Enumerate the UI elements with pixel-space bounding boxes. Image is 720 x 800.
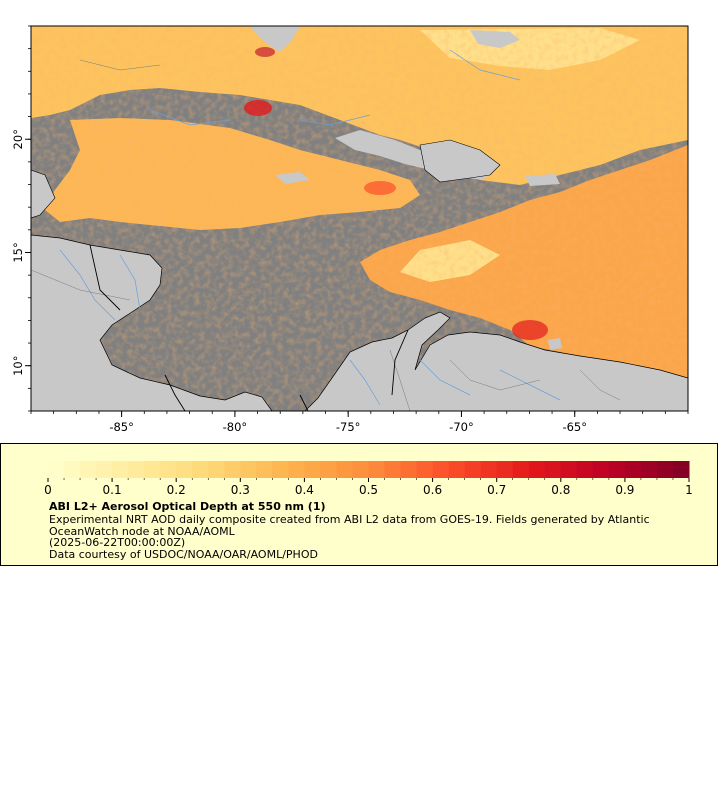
colorbar-cell xyxy=(448,461,466,478)
colorbar-cell xyxy=(640,461,658,478)
land-central-america xyxy=(31,234,273,411)
colorbar-tick-label: 0.4 xyxy=(295,483,314,497)
colorbar-cell xyxy=(320,461,337,478)
land-hispaniola xyxy=(419,139,501,183)
aod-hotspot-4 xyxy=(255,47,275,57)
colorbar-cell xyxy=(512,461,530,478)
colorbar-cell xyxy=(288,461,305,478)
colorbar-ticks: 0 0.1 0.2 0.3 0.4 0.5 0.6 0.7 0.8 0.9 1 xyxy=(44,478,693,497)
aod-map: -85° -80° -75° -70° -65° 10° 15° 20° xyxy=(11,25,689,434)
colorbar-cell xyxy=(544,461,562,478)
colorbar-tick-label: 0.5 xyxy=(359,483,378,497)
colorbar-cell xyxy=(272,461,289,478)
colorbar-cell xyxy=(224,461,241,478)
land-puerto-rico xyxy=(525,174,560,186)
colorbar-tick-label: 0.3 xyxy=(231,483,250,497)
land-yucatan xyxy=(31,169,56,219)
lon-tick-label: -85° xyxy=(109,420,134,434)
legend-time: (2025-06-22T00:00:00Z) xyxy=(49,536,186,549)
colorbar: 0 0.1 0.2 0.3 0.4 0.5 0.6 0.7 0.8 0.9 1 xyxy=(44,461,693,497)
lat-tick-label: 20° xyxy=(11,129,25,149)
colorbar-tick-label: 0.2 xyxy=(167,483,186,497)
lat-tick-label: 15° xyxy=(11,242,25,262)
map-axes: -85° -80° -75° -70° -65° 10° 15° 20° xyxy=(11,25,689,434)
colorbar-cell xyxy=(672,461,690,478)
national-borders xyxy=(89,244,409,411)
aod-hotspot-1 xyxy=(244,100,272,116)
aod-hotspot-3 xyxy=(364,181,396,195)
colorbar-cell xyxy=(240,461,257,478)
colorbar-cell xyxy=(96,461,113,478)
lon-tick-label: -65° xyxy=(562,420,587,434)
colorbar-cell xyxy=(192,461,209,478)
legend-title: ABI L2+ Aerosol Optical Depth at 550 nm … xyxy=(49,500,326,513)
colorbar-cell xyxy=(336,461,353,478)
colorbar-tick-label: 0.8 xyxy=(551,483,570,497)
colorbar-cells xyxy=(48,461,690,478)
colorbar-cell xyxy=(576,461,594,478)
land-trinidad xyxy=(548,338,562,350)
legend-panel: 0 0.1 0.2 0.3 0.4 0.5 0.6 0.7 0.8 0.9 1 ABI L2+ Ae… xyxy=(0,443,718,566)
lon-tick-label: -70° xyxy=(449,420,474,434)
aod-texture xyxy=(31,26,688,411)
land-jamaica xyxy=(275,172,310,184)
rivers xyxy=(59,49,561,406)
colorbar-tick-label: 0.6 xyxy=(423,483,442,497)
legend-description: Experimental NRT AOD daily composite cre… xyxy=(49,513,650,538)
colorbar-tick-label: 1 xyxy=(685,483,693,497)
land-florida xyxy=(250,26,300,52)
colorbar-tick-label: 0.9 xyxy=(615,483,634,497)
land-south-america xyxy=(304,311,688,411)
colorbar-tick-label: 0.1 xyxy=(103,483,122,497)
lat-tick-label: 10° xyxy=(11,356,25,376)
admin-boundaries xyxy=(31,59,621,411)
colorbar-cell xyxy=(64,461,81,478)
colorbar-tick-label: 0 xyxy=(44,483,52,497)
lon-tick-label: -80° xyxy=(223,420,248,434)
colorbar-cell xyxy=(432,461,450,478)
lon-tick-label: -75° xyxy=(336,420,361,434)
colorbar-cell xyxy=(48,461,65,478)
colorbar-cell xyxy=(608,461,626,478)
colorbar-cell xyxy=(384,461,402,478)
colorbar-cell xyxy=(304,461,321,478)
colorbar-cell xyxy=(592,461,610,478)
colorbar-cell xyxy=(560,461,578,478)
colorbar-cell xyxy=(624,461,642,478)
colorbar-tick-label: 0.7 xyxy=(487,483,506,497)
colorbar-cell xyxy=(128,461,145,478)
colorbar-cell xyxy=(80,461,97,478)
colorbar-cell xyxy=(160,461,177,478)
map-frame xyxy=(30,25,689,412)
colorbar-cell xyxy=(144,461,161,478)
colorbar-cell xyxy=(208,461,225,478)
colorbar-cell xyxy=(656,461,674,478)
map-area: -85° -80° -75° -70° -65° 10° 15° 20° xyxy=(11,25,689,434)
colorbar-cell xyxy=(352,461,369,478)
colorbar-cell xyxy=(368,461,386,478)
colorbar-cell xyxy=(496,461,514,478)
colorbar-cell xyxy=(176,461,193,478)
colorbar-cell xyxy=(480,461,498,478)
colorbar-cell xyxy=(416,461,434,478)
colorbar-cell xyxy=(256,461,273,478)
colorbar-cell xyxy=(112,461,129,478)
aod-hotspot-2 xyxy=(512,320,548,340)
colorbar-cell xyxy=(528,461,546,478)
legend-credit: Data courtesy of USDOC/NOAA/OAR/AOML/PHO… xyxy=(49,548,318,561)
colorbar-cell xyxy=(464,461,482,478)
colorbar-cell xyxy=(400,461,418,478)
land-bahamas xyxy=(470,30,520,48)
